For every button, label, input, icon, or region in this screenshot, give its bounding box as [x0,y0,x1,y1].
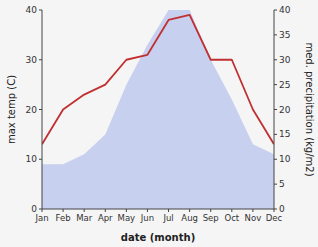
y2-tick [274,184,277,185]
x-tick [42,209,43,212]
y2-tick-label: 15 [279,129,290,139]
x-tick-label: Jul [162,213,173,223]
x-tick-label: Aug [181,213,198,223]
y-tick-label: 30 [26,55,38,65]
x-tick [210,209,211,212]
y2-tick-label: 35 [279,30,290,40]
y2-tick-label: 20 [279,105,291,115]
y2-tick-label: 30 [279,55,291,65]
x-tick [63,209,64,212]
x-tick-label: Mar [76,213,93,223]
y-tick [39,109,42,110]
x-tick [189,209,190,212]
chart: 0102030400510152025303540JanFebMarAprMay… [0,0,318,247]
x-tick [274,209,275,212]
x-tick-label: Jun [140,213,154,223]
area [42,10,274,209]
y2-tick-label: 40 [279,5,291,15]
y2-axis-label: med. precipitation (kg/m2) [304,42,315,176]
y2-tick [274,159,277,160]
x-tick-label: Feb [56,213,71,223]
y2-tick [274,109,277,110]
x-tick-label: Jan [34,213,48,223]
y-axis-label: max temp (C) [6,75,17,144]
y-tick-label: 10 [26,154,38,164]
y2-tick-label: 10 [279,154,291,164]
x-axis-line [42,209,274,210]
y-tick-label: 20 [26,105,38,115]
y2-tick [274,59,277,60]
y2-tick-label: 25 [279,80,290,90]
x-tick [147,209,148,212]
x-tick [168,209,169,212]
x-tick [252,209,253,212]
x-tick [231,209,232,212]
x-tick-label: Nov [245,213,262,223]
line [42,15,274,144]
plot-area [42,10,274,209]
y-tick [39,59,42,60]
y-tick [39,159,42,160]
y2-tick [274,34,277,35]
y2-tick [274,134,277,135]
y2-tick [274,10,277,11]
x-tick [105,209,106,212]
y-tick-label: 40 [26,5,38,15]
y2-tick [274,84,277,85]
y2-tick-label: 5 [279,179,285,189]
x-tick-label: Apr [98,213,113,223]
x-axis-label: date (month) [121,232,195,243]
x-tick [84,209,85,212]
x-tick [126,209,127,212]
x-tick-label: Oct [224,213,239,223]
x-tick-label: Sep [203,213,219,223]
x-tick-label: Dec [266,213,283,223]
x-tick-label: May [118,213,136,223]
y-tick [39,10,42,11]
